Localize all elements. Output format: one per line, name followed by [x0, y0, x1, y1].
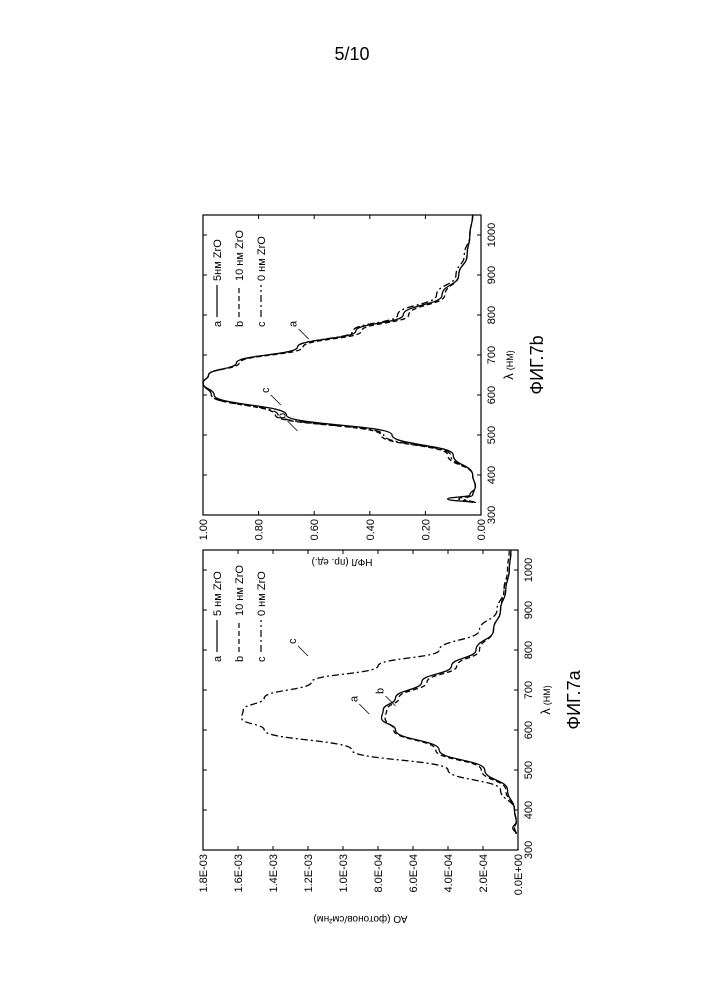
legend-letter: b: [234, 321, 246, 327]
legend-text: 0 нм ZrO: [256, 571, 268, 616]
legend-letter: a: [212, 320, 224, 327]
y-tick-label: 0.60: [309, 519, 321, 540]
legend-text: 5нм ZrO: [212, 239, 224, 281]
annotation-label: b: [277, 413, 289, 419]
x-tick-label: 400: [523, 801, 535, 819]
legend-text: 0 нм ZrO: [256, 236, 268, 281]
annotation-label: a: [288, 320, 300, 327]
x-tick-label: 400: [486, 466, 498, 484]
y-axis-label: АО (фотонов/см²нм): [313, 913, 407, 925]
y-tick-label: 0.40: [365, 519, 377, 540]
x-tick-label: 800: [523, 641, 535, 659]
x-tick-label: 900: [486, 266, 498, 284]
legend-text: 10 нм ZrO: [234, 565, 246, 616]
x-tick-label: 600: [523, 721, 535, 739]
x-tick-label: 900: [523, 601, 535, 619]
figure-caption: ФИГ.7b: [527, 335, 547, 394]
annotation-pointer: [271, 395, 281, 405]
legend-text: 10 нм ZrO: [234, 230, 246, 281]
y-tick-label: 0.0E+00: [513, 854, 525, 895]
y-tick-label: 1.00: [198, 519, 210, 540]
x-tick-label: 700: [486, 346, 498, 364]
x-tick-label: 500: [486, 426, 498, 444]
y-tick-label: 2.0E-04: [478, 854, 490, 893]
x-tick-label: 600: [486, 386, 498, 404]
chart-1: 30040050060070080090010000.0E+002.0E-044…: [198, 550, 584, 925]
y-axis-label: НФЛ (пр. ед.): [312, 556, 373, 567]
annotation-pointer: [288, 421, 298, 431]
figure-caption: ФИГ.7a: [564, 669, 584, 729]
x-tick-label: 700: [523, 681, 535, 699]
x-axis-symbol: λ: [538, 708, 553, 715]
x-axis-symbol: λ: [501, 373, 516, 380]
y-tick-label: 6.0E-04: [408, 854, 420, 893]
plot-frame: [203, 550, 518, 850]
x-tick-label: 500: [523, 761, 535, 779]
y-tick-label: 0.00: [476, 519, 488, 540]
legend-text: 5 нм ZrO: [212, 571, 224, 616]
annotation-pointer: [299, 329, 309, 339]
y-tick-label: 1.2E-03: [303, 854, 315, 893]
x-axis-label: λ (НМ): [501, 350, 516, 380]
annotation-label: a: [348, 695, 360, 702]
x-axis-label: λ (НМ): [538, 685, 553, 715]
x-tick-label: 1000: [486, 223, 498, 247]
y-tick-label: 1.4E-03: [268, 854, 280, 893]
chart-2: 30040050060070080090010000.000.200.400.6…: [198, 215, 547, 567]
y-tick-label: 8.0E-04: [373, 854, 385, 893]
annotation-label: b: [375, 688, 387, 694]
series-line-b: [385, 550, 516, 834]
annotation-pointer: [359, 704, 369, 714]
annotation-label: c: [260, 387, 272, 393]
y-tick-label: 1.8E-03: [198, 854, 210, 893]
x-tick-label: 1000: [523, 558, 535, 582]
y-tick-label: 0.80: [254, 519, 266, 540]
y-tick-label: 4.0E-04: [443, 854, 455, 893]
legend-letter: a: [212, 655, 224, 662]
y-tick-label: 0.20: [420, 519, 432, 540]
legend-letter: c: [256, 321, 268, 327]
x-axis-unit: (НМ): [505, 350, 515, 370]
series-line-a: [382, 550, 517, 834]
annotation-label: c: [287, 638, 299, 644]
annotation-pointer: [298, 646, 308, 656]
legend-letter: c: [256, 656, 268, 662]
legend-letter: b: [234, 656, 246, 662]
y-tick-label: 1.0E-03: [338, 854, 350, 893]
y-tick-label: 1.6E-03: [233, 854, 245, 893]
x-tick-label: 800: [486, 306, 498, 324]
x-axis-unit: (НМ): [542, 685, 552, 705]
